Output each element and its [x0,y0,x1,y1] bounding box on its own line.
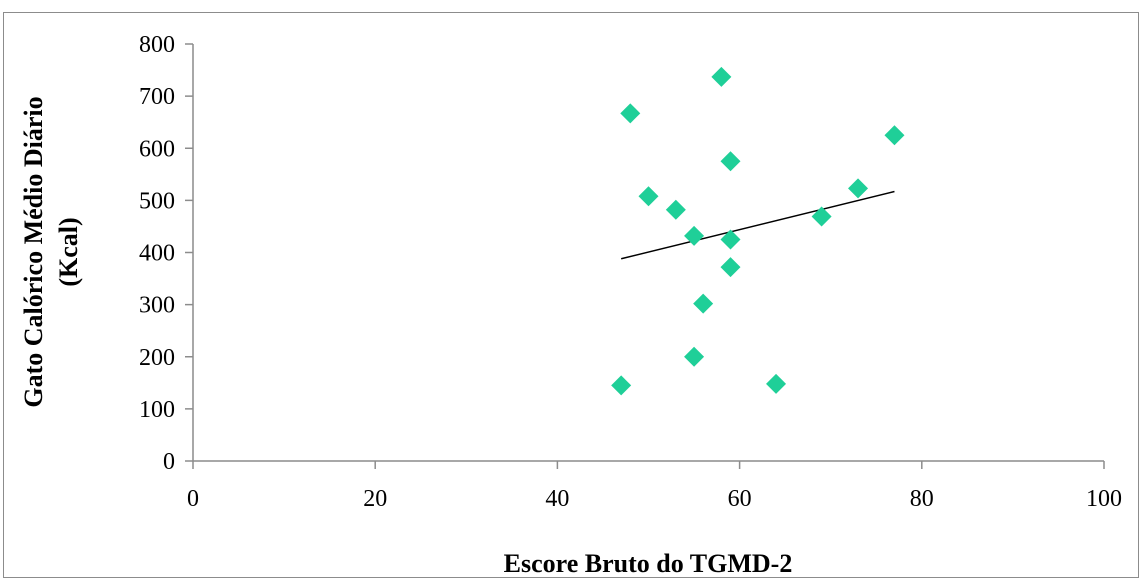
data-point [884,125,905,146]
data-point [638,186,659,207]
trendline-layer [620,190,895,260]
x-axis-title: Escore Bruto do TGMD-2 [504,549,793,578]
y-tick-label: 500 [139,188,175,214]
y-tick-label: 700 [139,84,175,110]
y-tick-label: 200 [139,345,175,371]
x-tick-label: 0 [187,486,199,512]
x-tick-label: 20 [363,486,387,512]
data-point [693,293,714,314]
trendline [620,190,895,260]
data-point [720,229,741,250]
y-tick-label: 300 [139,293,175,319]
data-point [665,199,686,220]
data-point [684,225,705,246]
data-point [620,103,641,124]
y-tick-label: 800 [139,32,175,58]
data-point [766,373,787,394]
y-tick-label: 600 [139,136,175,162]
y-axis-title-line-2: (Kcal) [54,217,83,286]
x-tick-label: 100 [1086,486,1122,512]
axes: 0 100 200 300 400 500 600 700 800 0 20 40 60 80 100 [139,32,1122,512]
y-tick-label: 100 [139,397,175,423]
x-tick-label: 60 [728,486,752,512]
data-point [711,66,732,87]
x-tick-label: 40 [545,486,569,512]
data-point [720,257,741,278]
data-point [720,151,741,172]
x-tick-label: 80 [910,486,934,512]
data-point [684,346,705,367]
y-axis-title: Gato Calórico Médio Diário (Kcal) [19,96,83,407]
data-point [611,375,632,396]
y-tick-label: 400 [139,241,175,267]
y-axis-title-line-1: Gato Calórico Médio Diário [19,96,48,407]
y-tick-label: 0 [163,449,175,475]
data-point [811,206,832,227]
data-point [848,178,869,199]
data-points [611,66,905,396]
